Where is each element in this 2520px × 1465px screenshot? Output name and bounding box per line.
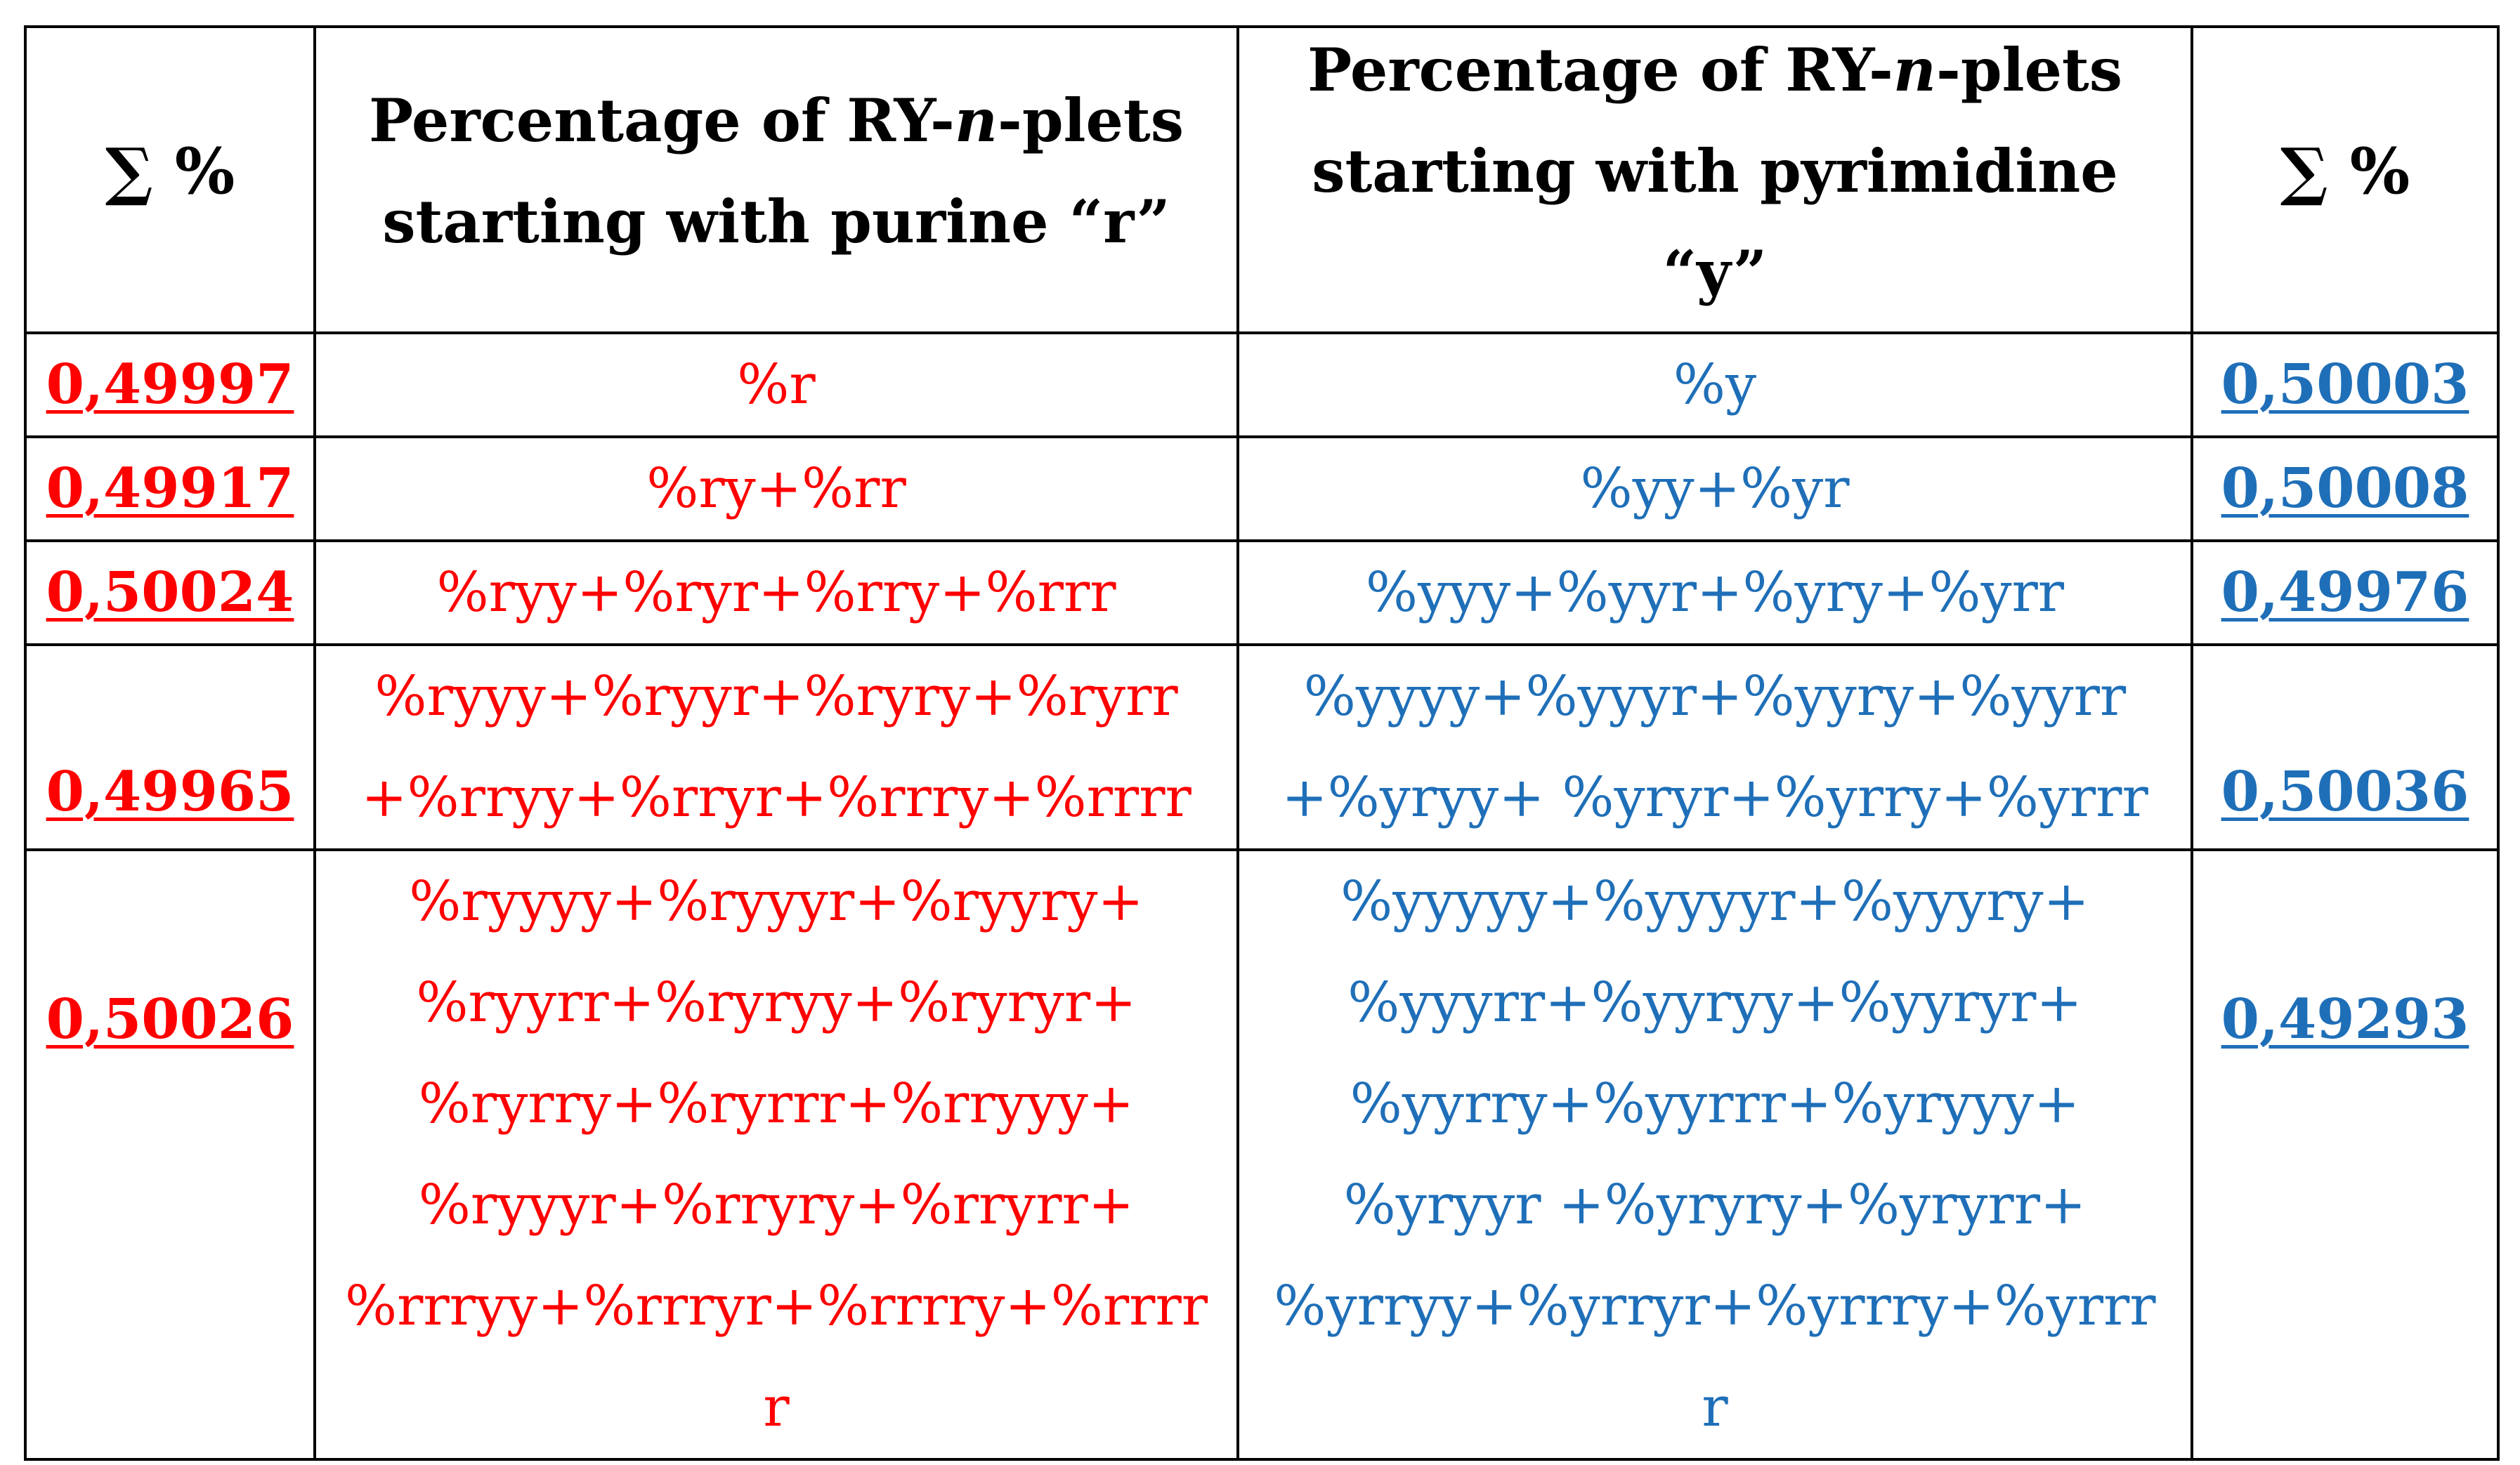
table-row: 0,50026 %ryyyy+%ryyyr+%ryyry+ %ryyrr+%ry… bbox=[24, 848, 2500, 1461]
sum-pyrimidine-cell: 0,50036 bbox=[2191, 643, 2500, 851]
sum-pyrimidine-cell: 0,50003 bbox=[2191, 331, 2500, 438]
sum-purine-cell: 0,50026 bbox=[24, 848, 316, 1461]
purine-formula-cell: %r bbox=[313, 331, 1239, 438]
header-pyrimidine: Percentage of RY-n-plets starting with p… bbox=[1236, 25, 2193, 334]
purine-formula-cell: %ryyy+%ryyr+%ryry+%ryrr +%rryy+%rryr+%rr… bbox=[313, 643, 1239, 851]
sum-pyrimidine-cell: 0,50008 bbox=[2191, 435, 2500, 542]
pyrimidine-formula-cell: %yy+%yr bbox=[1236, 435, 2193, 542]
header-sum-purine: ∑ % bbox=[24, 25, 316, 334]
pyrimidine-formula-cell: %yyyy+%yyyr+%yyry+%yyrr +%yryy+ %yryr+%y… bbox=[1236, 643, 2193, 851]
pyrimidine-formula-cell: %y bbox=[1236, 331, 2193, 438]
header-purine: Percentage of RY-n-plets starting with p… bbox=[313, 25, 1239, 334]
table-row: 0,49997 %r %y 0,50003 bbox=[24, 331, 2500, 438]
sum-pyrimidine-cell: 0,49293 bbox=[2191, 848, 2500, 1461]
sum-purine-cell: 0,49917 bbox=[24, 435, 316, 542]
purine-formula-cell: %ry+%rr bbox=[313, 435, 1239, 542]
sum-purine-cell: 0,49965 bbox=[24, 643, 316, 851]
header-sum-pyrimidine: ∑ % bbox=[2191, 25, 2500, 334]
ry-nplets-table: ∑ % Percentage of RY-n-plets starting wi… bbox=[24, 25, 2500, 1461]
pyrimidine-formula-cell: %yyyyy+%yyyyr+%yyyry+ %yyyrr+%yyryy+%yyr… bbox=[1236, 848, 2193, 1461]
table-row: 0,50024 %ryy+%ryr+%rry+%rrr %yyy+%yyr+%y… bbox=[24, 539, 2500, 646]
table-row: 0,49917 %ry+%rr %yy+%yr 0,50008 bbox=[24, 435, 2500, 542]
sum-purine-cell: 0,49997 bbox=[24, 331, 316, 438]
table-row: 0,49965 %ryyy+%ryyr+%ryry+%ryrr +%rryy+%… bbox=[24, 643, 2500, 851]
purine-formula-cell: %ryy+%ryr+%rry+%rrr bbox=[313, 539, 1239, 646]
header-row: ∑ % Percentage of RY-n-plets starting wi… bbox=[24, 25, 2500, 334]
purine-formula-cell: %ryyyy+%ryyyr+%ryyry+ %ryyrr+%ryryy+%ryr… bbox=[313, 848, 1239, 1461]
pyrimidine-formula-cell: %yyy+%yyr+%yry+%yrr bbox=[1236, 539, 2193, 646]
sum-pyrimidine-cell: 0,49976 bbox=[2191, 539, 2500, 646]
sum-purine-cell: 0,50024 bbox=[24, 539, 316, 646]
